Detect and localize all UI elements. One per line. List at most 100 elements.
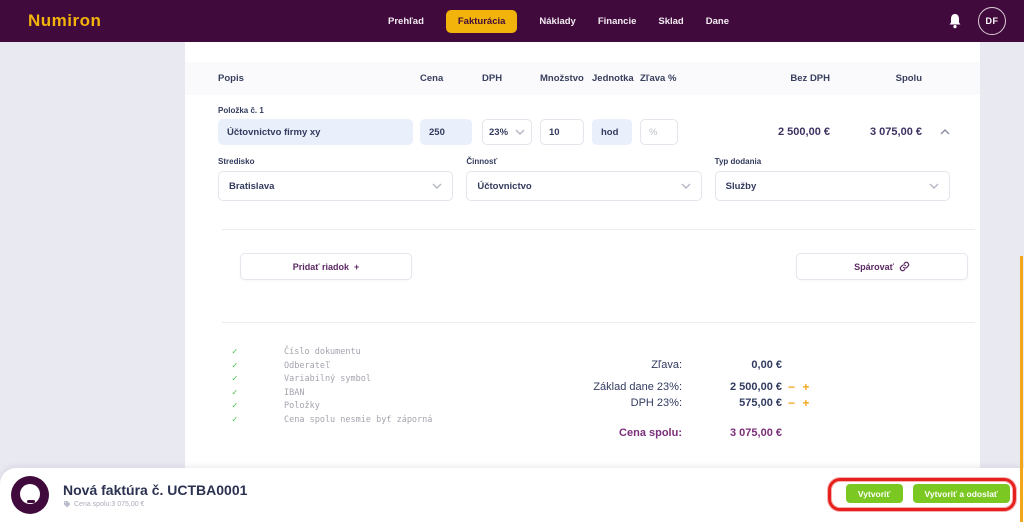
nav-fakturacia[interactable]: Fakturácia bbox=[445, 9, 518, 33]
check-label: Položky bbox=[284, 401, 320, 411]
col-zlava: Zľava % bbox=[640, 73, 677, 84]
col-spolu: Spolu bbox=[895, 73, 922, 84]
stredisko-label: Stredisko bbox=[218, 157, 255, 166]
checkmark-icon: ✓ bbox=[232, 414, 238, 425]
price-input[interactable] bbox=[420, 119, 472, 145]
grand-total-label: Cena spolu: bbox=[619, 427, 682, 439]
col-dph: DPH bbox=[482, 73, 503, 84]
create-button[interactable]: Vytvoriť bbox=[845, 484, 903, 503]
item-row: 23% 2 500,00 € 3 075,00 € bbox=[218, 119, 950, 145]
user-avatar[interactable]: DF bbox=[978, 7, 1006, 35]
checkmark-icon: ✓ bbox=[232, 347, 238, 357]
item-actions-row: Pridať riadok + Spárovať bbox=[240, 253, 968, 280]
nav-dane[interactable]: Dane bbox=[705, 15, 729, 27]
items-table-header: Popis Cena DPH Množstvo Jednotka Zľava %… bbox=[185, 62, 980, 95]
discount-total-row: Zľava: 0,00 € bbox=[593, 357, 818, 373]
add-row-button[interactable]: Pridať riadok + bbox=[240, 253, 412, 280]
chevron-down-icon bbox=[929, 183, 939, 189]
increase-button[interactable]: + bbox=[802, 380, 812, 394]
validation-checklist: ✓ Číslo dokumentu ✓ Odberateľ ✓ Variabilný … bbox=[232, 347, 432, 441]
app-logo[interactable]: Numiron bbox=[28, 11, 102, 30]
nav-financie[interactable]: Financie bbox=[597, 15, 637, 27]
increase-button[interactable]: + bbox=[802, 396, 812, 410]
collapse-item-button[interactable] bbox=[922, 129, 950, 135]
check-item: ✓ Číslo dokumentu bbox=[232, 347, 432, 357]
check-label: Variabilný symbol bbox=[284, 374, 371, 384]
unit-input[interactable] bbox=[592, 119, 632, 145]
checkmark-icon: ✓ bbox=[232, 401, 238, 411]
quantity-input[interactable] bbox=[540, 119, 584, 145]
check-label: Cena spolu nesmie byť záporná bbox=[284, 414, 433, 425]
nav-naklady[interactable]: Náklady bbox=[539, 15, 576, 27]
typ-dodania-label: Typ dodania bbox=[714, 157, 762, 166]
discount-value: 0,00 € bbox=[751, 359, 782, 371]
check-label: IBAN bbox=[284, 387, 305, 398]
plus-icon: + bbox=[354, 261, 360, 272]
divider bbox=[222, 229, 975, 230]
add-row-label: Pridať riadok bbox=[292, 261, 350, 272]
numiron-logo-icon bbox=[11, 476, 49, 514]
check-item: ✓ Odberateľ bbox=[232, 361, 432, 371]
grand-total-row: Cena spolu: 3 075,00 € bbox=[593, 425, 818, 441]
notifications-bell-icon[interactable] bbox=[948, 13, 962, 29]
checkmark-icon: ✓ bbox=[232, 374, 238, 384]
checkmark-icon: ✓ bbox=[232, 360, 238, 371]
pair-button[interactable]: Spárovať bbox=[796, 253, 968, 280]
invoice-title-group: Nová faktúra č. UCTBA0001 Cena spolu:3 0… bbox=[63, 482, 247, 508]
check-label: Číslo dokumentu bbox=[284, 347, 361, 357]
orange-edge-marker bbox=[1020, 256, 1023, 522]
col-cena: Cena bbox=[420, 73, 444, 84]
item-number-label: Položka č. 1 bbox=[218, 106, 264, 115]
grand-total-value: 3 075,00 € bbox=[730, 427, 782, 439]
top-navbar: Numiron Prehľad Fakturácia Náklady Finan… bbox=[0, 0, 1024, 42]
nav-prehlad[interactable]: Prehľad bbox=[388, 15, 424, 27]
description-input[interactable] bbox=[218, 119, 413, 145]
vat-total-row: DPH 23%: 575,00 € − + bbox=[593, 395, 818, 411]
chevron-down-icon bbox=[432, 183, 442, 189]
chevron-down-icon bbox=[681, 183, 691, 189]
header-right-group: DF bbox=[948, 7, 1006, 35]
cinnost-selected-value: Účtovnictvo bbox=[477, 180, 532, 192]
col-mnozstvo: Množstvo bbox=[540, 73, 584, 84]
vat-total-value: 575,00 € bbox=[739, 397, 782, 409]
col-popis: Popis bbox=[218, 73, 244, 84]
cinnost-label: Činnosť bbox=[466, 157, 498, 166]
tag-icon bbox=[64, 501, 71, 508]
check-label: Odberateľ bbox=[284, 360, 331, 371]
invoice-title: Nová faktúra č. UCTBA0001 bbox=[63, 482, 248, 498]
cinnost-select[interactable]: Účtovnictvo bbox=[466, 171, 702, 201]
footer-buttons: Vytvoriť Vytvoriť a odoslať bbox=[845, 484, 1010, 503]
discount-label: Zľava: bbox=[651, 359, 682, 371]
bottom-action-bar: Nová faktúra č. UCTBA0001 Cena spolu:3 0… bbox=[0, 468, 1024, 522]
chevron-down-icon bbox=[515, 129, 525, 135]
validation-and-summary: ✓ Číslo dokumentu ✓ Odberateľ ✓ Variabilný … bbox=[185, 347, 980, 441]
stredisko-select[interactable]: Bratislava bbox=[218, 171, 454, 201]
totals-summary: Zľava: 0,00 € Základ dane 23%: 2 500,00 … bbox=[593, 357, 818, 441]
vat-select[interactable]: 23% bbox=[482, 119, 532, 145]
link-icon bbox=[899, 261, 910, 272]
check-item: ✓ IBAN bbox=[232, 388, 432, 398]
nav-sklad[interactable]: Sklad bbox=[658, 15, 684, 27]
typ-dodania-select[interactable]: Služby bbox=[714, 171, 950, 201]
item-detail-row: Stredisko Bratislava Činnosť Účtovnictvo bbox=[218, 157, 950, 201]
net-amount-value: 2 500,00 € bbox=[778, 126, 830, 138]
check-item: ✓ Položky bbox=[232, 401, 432, 411]
discount-input[interactable] bbox=[640, 119, 678, 145]
check-item: ✓ Cena spolu nesmie byť záporná bbox=[232, 415, 432, 425]
typ-dodania-selected-value: Služby bbox=[725, 180, 757, 192]
decrease-button[interactable]: − bbox=[788, 396, 798, 410]
divider bbox=[222, 322, 975, 323]
invoice-total-tag: Cena spolu:3 075,00 € bbox=[63, 500, 247, 508]
col-bez-dph: Bez DPH bbox=[790, 73, 830, 84]
invoice-item: Položka č. 1 23% 2 500,00 € 3 075,00 € bbox=[185, 106, 980, 201]
invoice-total-text: Cena spolu:3 075,00 € bbox=[74, 500, 145, 508]
tax-base-value: 2 500,00 € bbox=[730, 381, 782, 393]
create-and-send-button[interactable]: Vytvoriť a odoslať bbox=[912, 484, 1010, 503]
main-nav: Prehľad Fakturácia Náklady Financie Skla… bbox=[388, 9, 729, 33]
vat-selected-value: 23% bbox=[489, 126, 509, 138]
chevron-up-icon bbox=[940, 129, 950, 135]
pair-label: Spárovať bbox=[854, 261, 894, 272]
decrease-button[interactable]: − bbox=[788, 380, 798, 394]
check-item: ✓ Variabilný symbol bbox=[232, 374, 432, 384]
vat-total-label: DPH 23%: bbox=[630, 397, 682, 409]
